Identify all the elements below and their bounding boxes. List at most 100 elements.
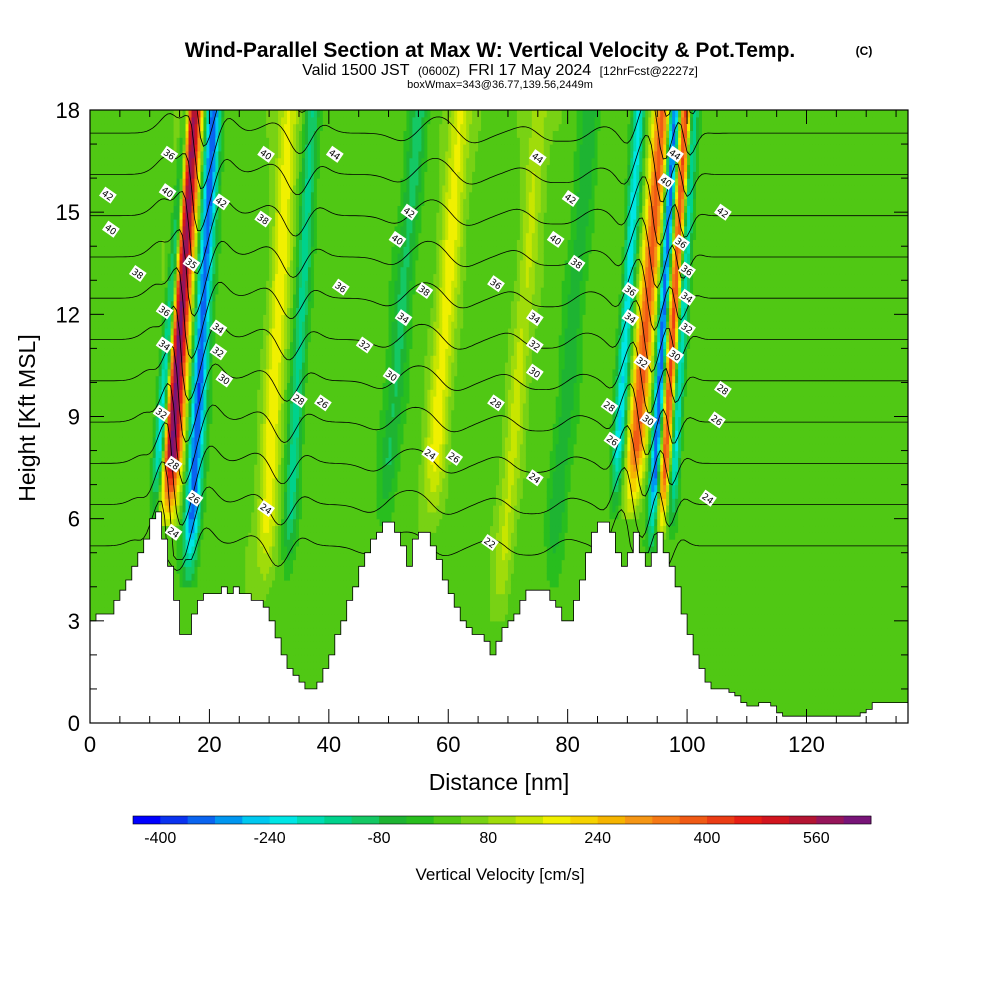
velocity-cell [116, 375, 121, 384]
velocity-cell [101, 144, 106, 152]
velocity-cell [90, 600, 94, 608]
velocity-cell [113, 150, 118, 159]
velocity-cell [125, 539, 130, 547]
velocity-cell [101, 232, 106, 241]
velocity-cell [107, 423, 112, 431]
velocity-cell [113, 532, 118, 540]
velocity-cell [122, 232, 127, 241]
velocity-cell [98, 218, 103, 227]
velocity-cell [122, 443, 127, 452]
velocity-cell [104, 280, 109, 288]
velocity-cell [90, 450, 94, 458]
velocity-cell [95, 218, 100, 227]
velocity-cell [107, 300, 112, 309]
velocity-cell [90, 491, 94, 499]
velocity-cell [98, 150, 103, 159]
velocity-cell [101, 368, 106, 377]
velocity-cell [122, 566, 127, 574]
velocity-cell [107, 518, 112, 527]
velocity-cell [90, 116, 94, 125]
velocity-cell [113, 144, 118, 152]
velocity-cell [98, 144, 103, 152]
velocity-cell [110, 491, 115, 499]
velocity-cell [98, 362, 103, 370]
velocity-cell [107, 184, 112, 193]
velocity-cell [95, 409, 100, 418]
velocity-cell [116, 341, 121, 349]
velocity-cell [92, 573, 97, 581]
velocity-cell [90, 416, 94, 424]
velocity-cell [92, 314, 97, 322]
velocity-cell [107, 573, 112, 581]
velocity-cell [125, 191, 130, 200]
velocity-cell [113, 457, 118, 465]
velocity-cell [110, 327, 115, 336]
velocity-cell [104, 539, 109, 547]
velocity-cell [92, 341, 97, 349]
velocity-cell [101, 348, 106, 356]
velocity-cell [125, 225, 130, 234]
velocity-cell [116, 178, 121, 186]
velocity-cell [92, 355, 97, 363]
velocity-cell [110, 178, 115, 186]
velocity-cell [92, 525, 97, 533]
velocity-cell [98, 205, 103, 213]
velocity-cell [128, 518, 133, 527]
velocity-cell [92, 416, 97, 424]
velocity-cell [128, 314, 133, 322]
velocity-cell [122, 409, 127, 418]
velocity-cell [110, 477, 115, 486]
velocity-cell [90, 287, 94, 295]
velocity-cell [95, 477, 100, 486]
velocity-cell [92, 178, 97, 186]
velocity-cell [122, 573, 127, 581]
velocity-cell [104, 389, 109, 397]
velocity-cell [113, 341, 118, 349]
velocity-cell [116, 464, 121, 472]
velocity-cell [90, 470, 94, 479]
velocity-cell [98, 178, 103, 186]
velocity-cell [107, 314, 112, 322]
velocity-cell [90, 307, 94, 315]
velocity-cell [98, 450, 103, 458]
velocity-cell [104, 464, 109, 472]
velocity-cell [113, 368, 118, 377]
velocity-cell [116, 470, 121, 479]
velocity-cell [98, 443, 103, 452]
velocity-cell [90, 464, 94, 472]
velocity-cell [101, 586, 106, 595]
velocity-cell [110, 164, 115, 172]
velocity-cell [98, 464, 103, 472]
velocity-cell [122, 477, 127, 486]
velocity-cell [125, 232, 130, 241]
velocity-cell [113, 470, 118, 479]
velocity-cell [104, 307, 109, 315]
velocity-cell [104, 470, 109, 479]
velocity-cell [128, 307, 133, 315]
velocity-cell [116, 368, 121, 377]
velocity-cell [95, 600, 100, 608]
velocity-cell [101, 566, 106, 574]
velocity-cell [101, 375, 106, 384]
velocity-cell [125, 150, 130, 159]
velocity-cell [110, 457, 115, 465]
velocity-cell [98, 321, 103, 329]
velocity-cell [90, 123, 94, 132]
velocity-cell [119, 382, 124, 390]
velocity-cell [104, 436, 109, 445]
velocity-cell [122, 266, 127, 275]
velocity-cell [113, 498, 118, 506]
velocity-cell [116, 409, 121, 418]
velocity-cell [110, 559, 115, 567]
velocity-cell [90, 334, 94, 343]
velocity-cell [98, 505, 103, 513]
velocity-cell [90, 518, 94, 527]
velocity-cell [90, 586, 94, 595]
velocity-cell [113, 266, 118, 275]
velocity-cell [110, 389, 115, 397]
velocity-cell [92, 409, 97, 418]
velocity-cell [128, 498, 133, 506]
velocity-cell [119, 525, 124, 533]
velocity-cell [122, 218, 127, 227]
velocity-cell [125, 545, 130, 554]
